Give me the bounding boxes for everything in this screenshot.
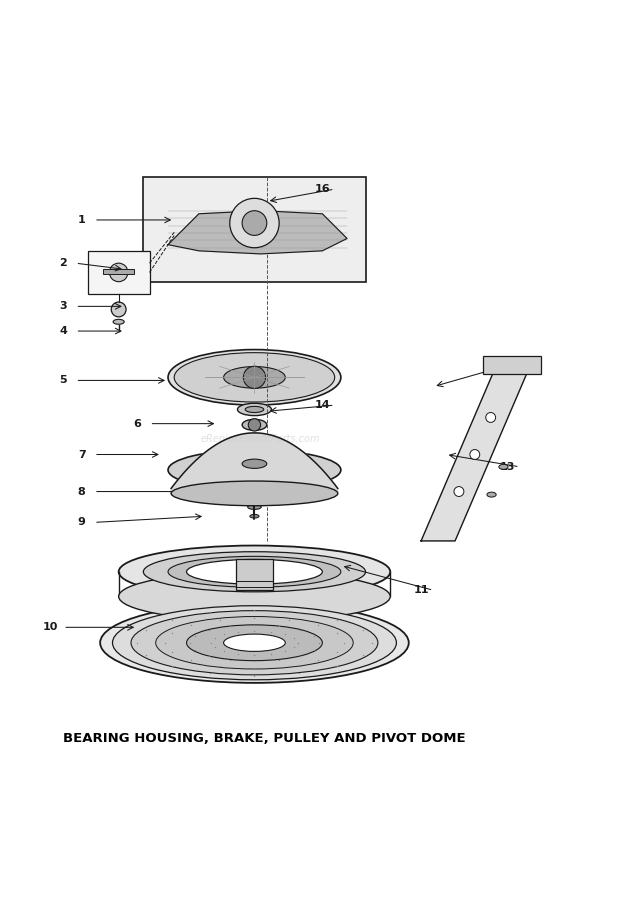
Ellipse shape [247, 504, 261, 509]
Bar [143, 176, 366, 282]
Ellipse shape [174, 353, 335, 402]
Ellipse shape [244, 491, 264, 498]
Text: 15: 15 [500, 357, 515, 367]
Polygon shape [168, 211, 347, 254]
Polygon shape [421, 368, 529, 541]
Circle shape [242, 211, 267, 235]
Bar [236, 559, 273, 590]
Ellipse shape [118, 545, 390, 598]
Circle shape [111, 302, 126, 317]
Text: 16: 16 [314, 185, 330, 195]
Text: 3: 3 [60, 302, 67, 312]
Text: 2: 2 [60, 258, 67, 268]
Ellipse shape [187, 559, 322, 584]
Ellipse shape [168, 350, 341, 405]
Text: 1: 1 [78, 215, 86, 225]
Text: 5: 5 [60, 375, 67, 385]
Ellipse shape [499, 464, 508, 469]
Ellipse shape [249, 493, 259, 496]
Polygon shape [171, 433, 338, 494]
Circle shape [109, 264, 128, 282]
Text: eReplacementParts.com: eReplacementParts.com [201, 435, 321, 445]
Ellipse shape [171, 481, 338, 505]
Ellipse shape [264, 492, 270, 494]
Ellipse shape [245, 406, 264, 413]
Text: BEARING HOUSING, BRAKE, PULLEY AND PIVOT DOME: BEARING HOUSING, BRAKE, PULLEY AND PIVOT… [63, 732, 466, 744]
Circle shape [454, 486, 464, 496]
Ellipse shape [224, 366, 285, 388]
Text: 6: 6 [133, 419, 141, 429]
Ellipse shape [187, 624, 322, 661]
Ellipse shape [168, 556, 341, 587]
Ellipse shape [242, 459, 267, 468]
Ellipse shape [143, 552, 366, 592]
Text: 14: 14 [314, 400, 330, 410]
Ellipse shape [224, 634, 285, 652]
Circle shape [243, 366, 265, 388]
Ellipse shape [131, 611, 378, 674]
Ellipse shape [112, 605, 396, 680]
Bar [88, 251, 149, 294]
Ellipse shape [118, 572, 390, 621]
Text: 12: 12 [314, 486, 330, 496]
Circle shape [230, 198, 279, 248]
Ellipse shape [487, 492, 496, 497]
Text: 7: 7 [78, 449, 86, 460]
Text: 10: 10 [43, 623, 58, 633]
Circle shape [485, 413, 495, 423]
Ellipse shape [237, 404, 272, 415]
Text: 8: 8 [78, 486, 86, 496]
Ellipse shape [100, 603, 409, 683]
Circle shape [470, 450, 480, 459]
Circle shape [248, 419, 260, 431]
Bar [483, 355, 541, 375]
Text: 13: 13 [500, 462, 515, 472]
Ellipse shape [242, 419, 267, 431]
Ellipse shape [113, 319, 124, 325]
Ellipse shape [156, 616, 353, 669]
Ellipse shape [250, 514, 259, 518]
Ellipse shape [168, 450, 341, 490]
Text: 11: 11 [414, 585, 429, 595]
Text: 9: 9 [78, 517, 86, 527]
Bar [104, 269, 134, 275]
Text: 4: 4 [59, 326, 67, 336]
